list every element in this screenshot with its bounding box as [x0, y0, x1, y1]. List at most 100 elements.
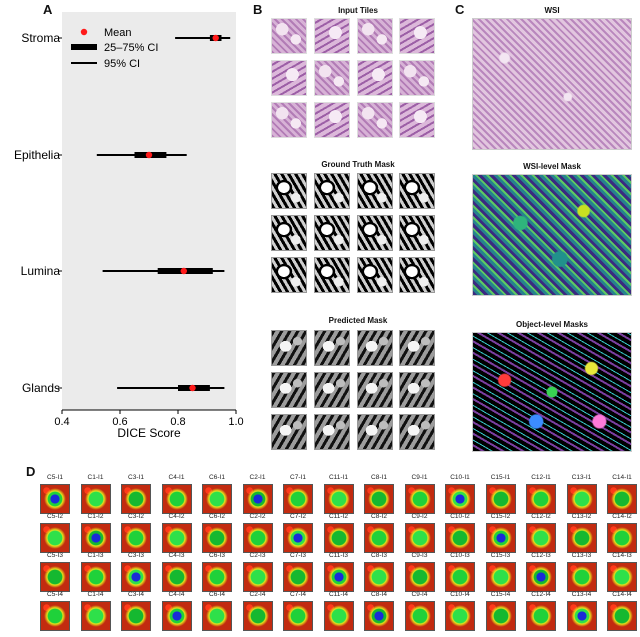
- cluster-image-label: C13-I1: [571, 474, 592, 481]
- mean-point-glands: [189, 384, 196, 392]
- cluster-image-cell: [485, 562, 516, 592]
- predicted-tile: [399, 414, 435, 450]
- legend-ci50-label: 25–75% CI: [104, 42, 158, 54]
- cluster-image-label: C1-I2: [87, 513, 104, 520]
- ground-truth-tile: [314, 173, 350, 209]
- cluster-image-label: C6-I3: [209, 552, 225, 559]
- predicted-tile: [357, 414, 393, 450]
- cluster-image-label: C6-I4: [209, 591, 225, 598]
- cluster-image-label: C5-I3: [47, 552, 63, 559]
- cluster-image-label: C3-I1: [128, 474, 144, 481]
- cluster-image-cell: [566, 523, 597, 553]
- cluster-image-label: C6-I2: [209, 513, 225, 520]
- cluster-image-cell: [364, 601, 394, 631]
- cluster-image-cell: [80, 562, 111, 592]
- cluster-image-cell: [202, 523, 232, 553]
- cluster-image-cell: [607, 484, 637, 514]
- cluster-image-cell: [283, 523, 313, 553]
- input-tiles-title: Input Tiles: [338, 6, 378, 15]
- cluster-image-cell: [161, 484, 192, 514]
- cluster-image-label: C10-I4: [450, 591, 470, 598]
- cluster-image-cell: [526, 484, 556, 514]
- cluster-image-label: C14-I2: [612, 513, 632, 520]
- cluster-image-label: C12-I2: [531, 513, 551, 520]
- cluster-image-label: C11-I4: [328, 591, 349, 598]
- cluster-image-cell: [566, 601, 597, 631]
- legend-mean-label: Mean: [104, 27, 132, 39]
- cluster-image-label: C8-I2: [371, 513, 387, 520]
- legend-ci50-swatch: [71, 44, 97, 50]
- wsi-title: WSI: [544, 6, 560, 15]
- cluster-image-cell: [364, 484, 394, 514]
- legend-ci95-label: 95% CI: [104, 58, 140, 70]
- cluster-image-label: C11-I1: [328, 474, 349, 481]
- cluster-image-label: C13-I3: [571, 552, 592, 559]
- cluster-image-cell: [364, 523, 394, 553]
- cluster-image-cell: [404, 601, 435, 631]
- cluster-image-label: C1-I3: [87, 552, 104, 559]
- cluster-image-cell: [445, 523, 475, 553]
- cluster-image-label: C9-I2: [411, 513, 428, 520]
- cluster-image-cell: [242, 601, 273, 631]
- cluster-image-label: C8-I4: [371, 591, 387, 598]
- cluster-image-label: C14-I1: [612, 474, 632, 481]
- input-tile: [399, 102, 435, 138]
- cluster-image-cell: [404, 523, 435, 553]
- cluster-image-cell: [323, 601, 354, 631]
- cluster-image-cell: [445, 562, 475, 592]
- category-label-glands: Glands: [22, 381, 60, 395]
- predicted-tile: [271, 372, 307, 408]
- category-label-stroma: Stroma: [21, 31, 60, 45]
- cluster-image-cell: [526, 601, 556, 631]
- cluster-image-cell: [566, 562, 597, 592]
- cluster-image-label: C15-I1: [490, 474, 511, 481]
- cluster-image-cell: [80, 601, 111, 631]
- cluster-image-cell: [364, 562, 394, 592]
- x-tick-label: 1.0: [228, 416, 243, 428]
- cluster-image-cell: [607, 601, 637, 631]
- category-label-epithelia: Epithelia: [14, 148, 60, 162]
- cluster-image-label: C15-I2: [490, 513, 511, 520]
- x-tick-label: 0.4: [54, 416, 69, 428]
- input-tile: [314, 18, 350, 54]
- input-tile: [357, 102, 393, 138]
- cluster-image-cell: [323, 484, 354, 514]
- input-tile: [357, 60, 393, 96]
- cluster-image-cell: [40, 562, 70, 592]
- cluster-image-cell: [40, 601, 70, 631]
- cluster-image-cell: [121, 601, 151, 631]
- input-tile: [271, 18, 307, 54]
- cluster-image-label: C10-I2: [450, 513, 470, 520]
- legend-ci95-swatch: [71, 62, 97, 64]
- ground-truth-tile: [314, 257, 350, 293]
- cluster-image-cell: [404, 484, 435, 514]
- ground-truth-tile: [357, 257, 393, 293]
- wsi-he-image: [472, 18, 632, 150]
- cluster-image-cell: [445, 601, 475, 631]
- cluster-image-cell: [607, 562, 637, 592]
- ground-truth-tile: [271, 215, 307, 251]
- predicted-tile: [399, 330, 435, 366]
- input-tile: [271, 60, 307, 96]
- cluster-image-label: C7-I2: [290, 513, 306, 520]
- cluster-image-label: C10-I1: [450, 474, 470, 481]
- cluster-image-label: C3-I2: [128, 513, 144, 520]
- cluster-image-cell: [485, 484, 516, 514]
- cluster-image-cell: [242, 523, 273, 553]
- cluster-image-label: C4-I3: [168, 552, 185, 559]
- cluster-image-cell: [323, 523, 354, 553]
- cluster-image-cell: [242, 562, 273, 592]
- legend-mean-swatch: [80, 28, 88, 36]
- cluster-image-cell: [445, 484, 475, 514]
- wsi-mask-title: WSI-level Mask: [523, 162, 581, 171]
- cluster-image-cell: [80, 484, 111, 514]
- cluster-image-label: C5-I4: [47, 591, 63, 598]
- ground-truth-tile: [271, 257, 307, 293]
- cluster-image-label: C14-I4: [612, 591, 632, 598]
- cluster-image-label: C2-I1: [249, 474, 266, 481]
- cluster-image-label: C9-I1: [411, 474, 428, 481]
- cluster-image-label: C5-I1: [47, 474, 63, 481]
- ground-truth-tile: [399, 215, 435, 251]
- cluster-image-label: C12-I1: [531, 474, 551, 481]
- x-tick-label: 0.6: [112, 416, 127, 428]
